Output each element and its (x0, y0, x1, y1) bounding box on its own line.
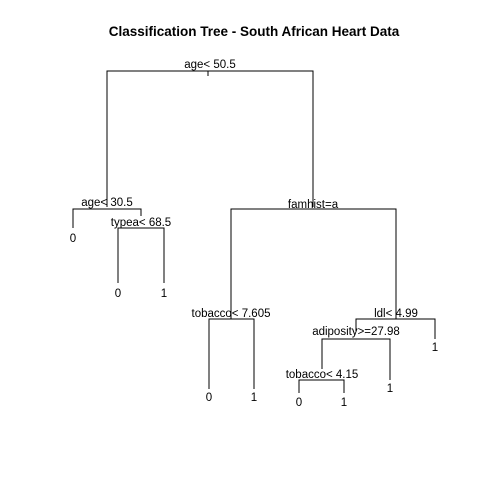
label-split-tobacco4: tobacco< 4.15 (286, 369, 359, 381)
leaf-tobacco7-right: 1 (251, 392, 257, 404)
label-split-root: age< 50.5 (184, 59, 235, 71)
edge-ldl (355, 318, 436, 339)
leaf-typea-right: 1 (161, 288, 167, 300)
edge-adiposity (321, 338, 391, 380)
split-tobacco7: tobacco< 7.605 0 1 (192, 308, 271, 404)
label-split-typea: typea< 68.5 (111, 217, 171, 229)
label-split-age30: age< 30.5 (81, 197, 132, 209)
edge-tobacco4 (298, 379, 345, 393)
leaf-typea-left: 0 (115, 288, 121, 300)
leaf-ldl-right: 1 (432, 342, 438, 354)
leaf-adiposity-right: 1 (387, 383, 393, 395)
edge-tobacco7 (208, 318, 255, 389)
leaf-tobacco4-right: 1 (341, 397, 347, 409)
split-age30: age< 30.5 0 (70, 197, 142, 245)
label-split-famhist: famhist=a (288, 199, 339, 211)
label-split-tobacco7: tobacco< 7.605 (192, 308, 271, 320)
edge-famhist (230, 208, 397, 319)
split-adiposity: adiposity>=27.98 1 (312, 326, 400, 395)
label-split-ldl: ldl< 4.99 (374, 308, 418, 320)
plot-title: Classification Tree - South African Hear… (109, 24, 400, 39)
split-famhist: famhist=a (230, 199, 397, 319)
split-typea: typea< 68.5 0 1 (111, 217, 171, 300)
edge-typea (117, 227, 165, 283)
split-root: age< 50.5 (106, 59, 314, 207)
split-tobacco4: tobacco< 4.15 0 1 (286, 369, 359, 409)
leaf-age30-left: 0 (70, 233, 76, 245)
edge-age30 (72, 208, 142, 228)
split-ldl: ldl< 4.99 1 (355, 308, 438, 354)
leaf-tobacco7-left: 0 (206, 392, 212, 404)
leaf-tobacco4-left: 0 (296, 397, 302, 409)
edge-root (106, 70, 314, 207)
label-split-adiposity: adiposity>=27.98 (312, 326, 400, 338)
